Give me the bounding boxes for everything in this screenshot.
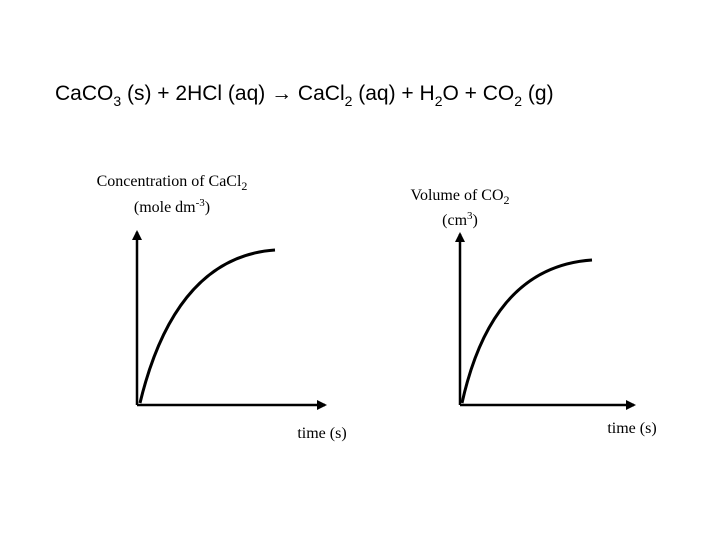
label-sub: 2 [504,193,510,207]
equation-sub: 3 [113,93,121,109]
label-text: ) [473,212,478,229]
equation-part: O + CO [442,82,514,105]
equation-sub: 2 [435,93,443,109]
equation-sub: 2 [514,93,522,109]
y-label: Concentration of CaCl2 [97,173,248,193]
y-label-unit: (cm3) [442,210,478,229]
x-label: time (s) [607,420,656,437]
label-text: Concentration of CaCl [97,173,242,190]
label-sup: 3 [467,210,473,222]
curve [460,258,593,404]
equation-part: CaCO [55,82,113,105]
label-text: (mole dm [134,199,196,216]
equation: CaCO3 (s) + 2HCl (aq) → CaCl2 (aq) + H2O… [55,82,554,109]
x-label: time (s) [297,425,346,442]
y-label: Volume of CO2 [410,187,509,207]
curve [138,248,276,404]
equation-part: (aq) + H [352,82,434,105]
equation-part: (g) [522,82,554,105]
label-sub: 2 [241,179,247,193]
equation-part: (s) + 2HCl (aq) → CaCl [121,82,344,105]
equation-sub: 2 [345,93,353,109]
label-text: (cm [442,212,467,229]
label-text: ) [205,199,210,216]
label-sup: -3 [196,197,206,209]
label-text: Volume of CO [410,187,503,204]
y-label-unit: (mole dm-3) [134,197,210,216]
